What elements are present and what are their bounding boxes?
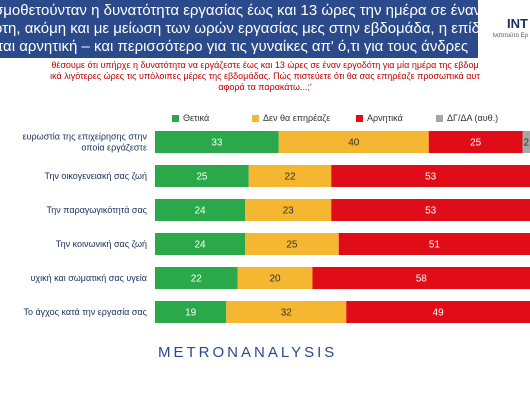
bar-segment [245, 233, 339, 255]
bar-segment [237, 267, 313, 289]
legend-label-no-effect: Δεν θα επηρέαζε [263, 113, 331, 123]
legend-item-no-effect: Δεν θα επηρέαζε [252, 113, 330, 123]
bar-value-label: 24 [194, 206, 206, 217]
question-line-2: ικά λιγότερες ώρες τις υπόλοιπες μέρες τ… [50, 71, 480, 81]
bar-segment [155, 165, 249, 187]
bar-value-label: 19 [185, 308, 197, 319]
legend-label-positive: Θετικά [183, 113, 210, 123]
legend-label-negative: Αρνητικά [367, 113, 403, 123]
bar-value-label: 25 [286, 240, 298, 251]
bar-value-label: 53 [425, 206, 437, 217]
bar-segment [338, 233, 530, 255]
bar-segment [428, 131, 523, 153]
category-label: Την κοινωνική σας ζωή [56, 239, 147, 249]
question-line-3: αφορά τα παρακάτω...;' [218, 82, 312, 92]
bar-segment [155, 267, 238, 289]
category-label: Το άγχος κατά την εργασία σας [23, 307, 147, 317]
bar-value-label: 53 [425, 172, 437, 183]
bar-segment [312, 267, 530, 289]
bar-value-label: 24 [194, 240, 206, 251]
bar-value-label: 49 [433, 308, 445, 319]
bar-value-label: 2 [523, 138, 529, 149]
bar-value-label: 51 [429, 240, 441, 251]
brand-footer: METRONANALYSIS [158, 344, 338, 361]
bar-segment [278, 131, 429, 153]
category-label: υχική και σωματική σας υγεία [30, 273, 147, 283]
legend-item-dk-na: ΔΓ/ΔΑ (αυθ.) [436, 113, 498, 123]
survey-question: θέσουμε ότι υπήρχε η δυνατότητα να εργάζ… [0, 60, 530, 93]
bar-value-label: 20 [269, 274, 281, 285]
question-line-1: θέσουμε ότι υπήρχε η δυνατότητα να εργάζ… [51, 60, 479, 70]
bar-value-label: 58 [416, 274, 428, 285]
bar-segment [155, 233, 245, 255]
legend-item-negative: Αρνητικά [356, 113, 403, 123]
legend-swatch-no-effect [252, 115, 259, 123]
bar-segment [331, 165, 530, 187]
bar-segment [248, 165, 332, 187]
title-line-2: ότη, ακόμη και με μείωση των ωρών εργασί… [0, 20, 515, 37]
bar-value-label: 23 [283, 206, 295, 217]
legend-label-dk-na: ΔΓ/ΔΑ (αυθ.) [447, 113, 499, 123]
bar-segment [155, 301, 227, 323]
title-banner: σμοθετούνταν η δυνατότητα εργασίας έως κ… [0, 0, 530, 58]
bar-segment [155, 199, 245, 221]
logo-subtitle: Ινστιτούτο Ερ [492, 33, 528, 39]
bar-segment [331, 199, 530, 221]
bar-value-label: 25 [196, 172, 208, 183]
legend-swatch-dk-na [436, 115, 443, 123]
bar-segment [522, 131, 530, 153]
category-label: Την παραγωγικότητά σας [46, 205, 147, 215]
bar-value-label: 32 [281, 308, 293, 319]
title-line-3: ιται αρνητική – και περισσότερο για τις … [0, 38, 469, 55]
legend-swatch-negative [356, 115, 363, 123]
category-label: ευρωστία της επιχείρησης στην οποία εργάζ… [23, 132, 148, 153]
bar-value-label: 40 [348, 138, 360, 149]
bar-value-label: 22 [191, 274, 203, 285]
bar-value-label: 33 [211, 138, 223, 149]
legend-item-positive: Θετικά [172, 113, 209, 123]
bar-value-label: 25 [470, 138, 482, 149]
bar-segment [346, 301, 530, 323]
legend-swatch-positive [172, 115, 179, 123]
bar-segment [226, 301, 347, 323]
bar-segment [245, 199, 332, 221]
bar-value-label: 22 [284, 172, 296, 183]
chart-legend: Θετικά Δεν θα επηρέαζε Αρνητικά ΔΓ/ΔΑ (α… [0, 113, 530, 127]
logo-mark: INT [507, 16, 528, 31]
logo: INT Ινστιτούτο Ερ [478, 0, 530, 58]
bar-segment [155, 131, 279, 153]
title-line-1: σμοθετούνταν η δυνατότητα εργασίας έως κ… [0, 2, 482, 19]
category-label: Την οικογενειακή σας ζωή [45, 171, 147, 181]
